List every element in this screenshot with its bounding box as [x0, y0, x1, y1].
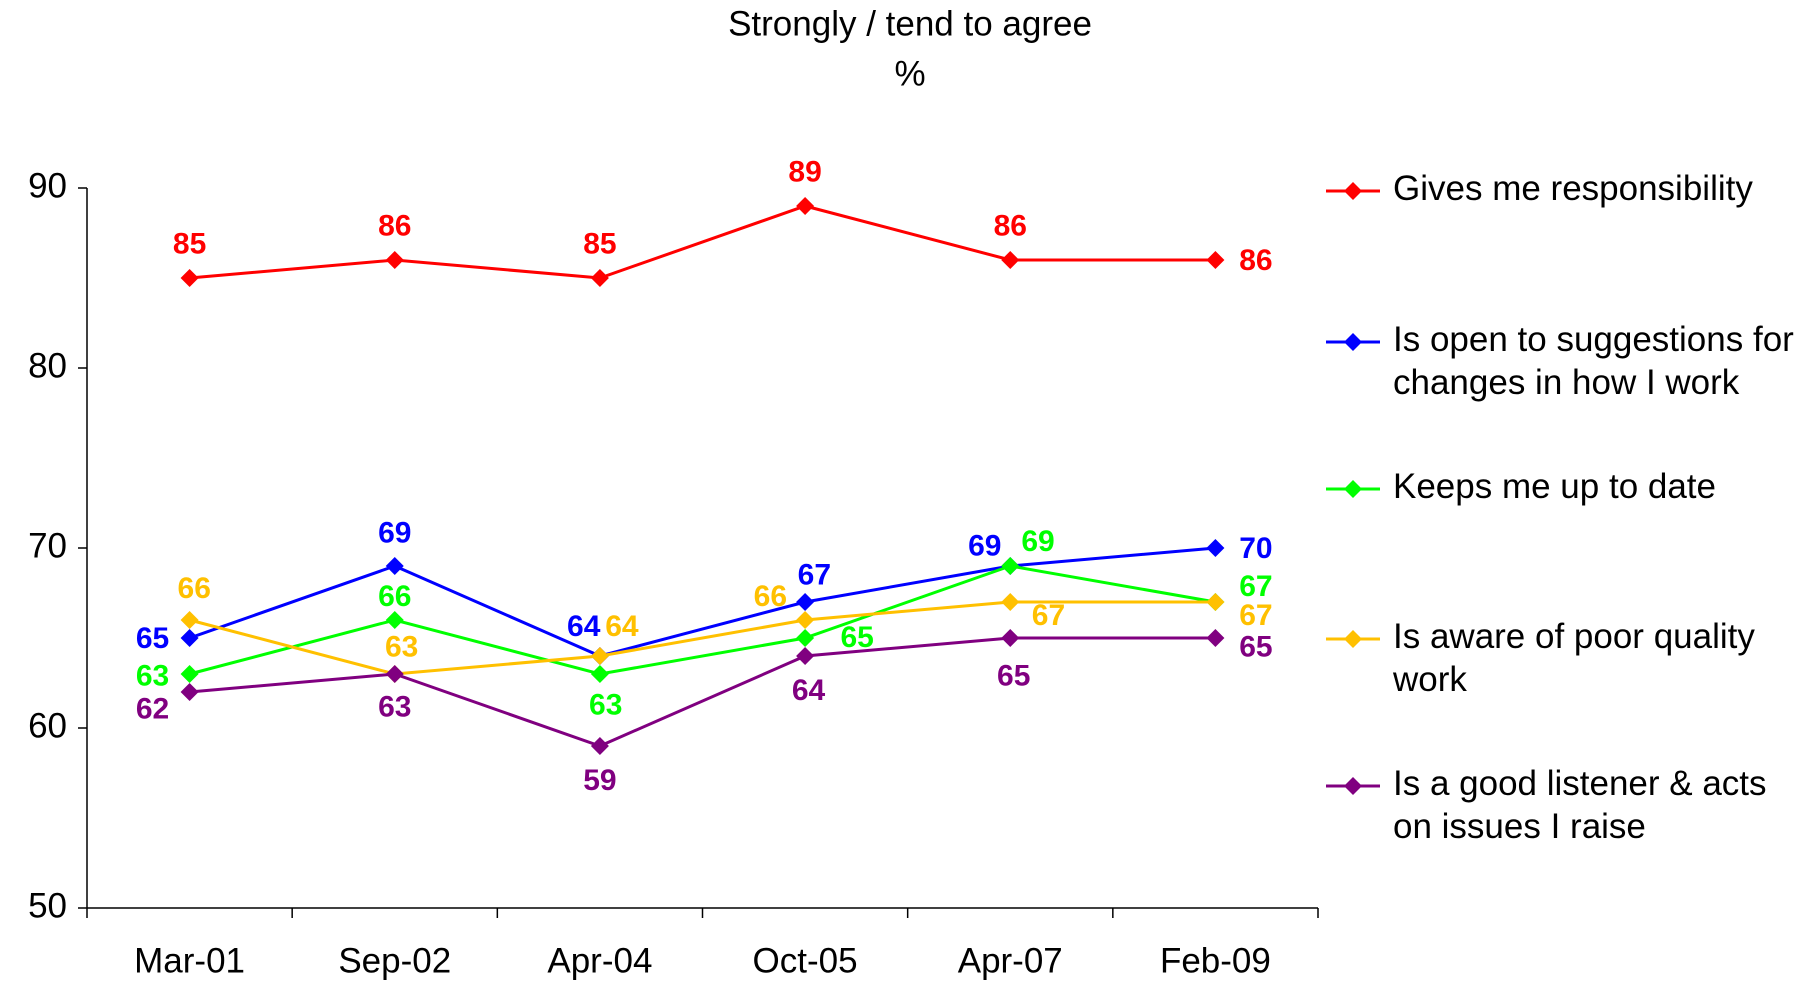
data-label: 85 — [173, 227, 206, 260]
marker — [385, 557, 404, 575]
data-label: 67 — [1032, 599, 1065, 632]
data-label: 65 — [997, 659, 1030, 692]
marker — [1001, 629, 1020, 647]
marker — [1206, 539, 1225, 557]
legend-line-text: Gives me responsibility — [1393, 169, 1753, 208]
y-tick-label: 80 — [28, 346, 67, 385]
marker — [1001, 251, 1020, 269]
data-label: 70 — [1239, 532, 1272, 565]
y-tick-label: 90 — [28, 166, 67, 205]
marker — [1001, 593, 1020, 611]
legend-line-text: work — [1392, 660, 1467, 699]
legend-line-text: Is aware of poor quality — [1393, 617, 1755, 656]
marker — [1206, 593, 1225, 611]
data-label: 69 — [378, 517, 411, 550]
series-line — [189, 204, 1216, 280]
legend-label: Keeps me up to date — [1393, 467, 1716, 506]
marker — [385, 251, 404, 269]
data-label: 66 — [378, 580, 411, 613]
data-label: 66 — [754, 580, 787, 613]
x-tick-label: Apr-07 — [958, 941, 1063, 980]
legend-label: Is open to suggestions for changes in how… — [1393, 320, 1794, 402]
legend-line-text: on issues I raise — [1393, 807, 1646, 846]
series-line — [189, 636, 1216, 748]
data-label: 69 — [1021, 525, 1054, 558]
data-label: 63 — [136, 659, 169, 692]
data-label: 69 — [968, 529, 1001, 562]
marker — [590, 269, 609, 287]
legend-label: Gives me responsibility — [1393, 169, 1753, 208]
marker — [796, 647, 815, 665]
legend-label: Is aware of poor quality work — [1392, 617, 1755, 699]
marker — [385, 611, 404, 629]
marker — [1206, 251, 1225, 269]
data-label: 86 — [378, 209, 411, 242]
legend-marker — [1344, 182, 1362, 200]
marker — [796, 197, 815, 215]
data-label: 67 — [1239, 599, 1272, 632]
y-tick-label: 50 — [28, 886, 67, 925]
marker — [385, 665, 404, 683]
chart-title: Strongly / tend to agree — [728, 4, 1092, 43]
data-label: 63 — [589, 688, 622, 721]
data-label: 65 — [136, 622, 169, 655]
data-label: 85 — [583, 227, 616, 260]
marker — [796, 629, 815, 647]
series-line — [189, 564, 1216, 676]
data-label: 86 — [994, 209, 1027, 242]
legend-marker — [1344, 630, 1362, 648]
data-label: 89 — [788, 155, 821, 188]
marker — [180, 683, 199, 701]
data-label: 64 — [605, 610, 639, 643]
marker — [796, 611, 815, 629]
x-tick-label: Oct-05 — [753, 941, 858, 980]
legend-label: Is a good listener & acts on issues I rai… — [1393, 764, 1767, 846]
legend-line-text: changes in how I work — [1393, 363, 1740, 402]
chart-subtitle: % — [894, 54, 925, 93]
data-label: 64 — [567, 610, 601, 643]
data-label: 66 — [178, 572, 211, 605]
data-label: 62 — [136, 692, 169, 725]
data-label: 65 — [1239, 630, 1272, 663]
series-line — [189, 546, 1216, 658]
data-label: 65 — [841, 621, 874, 654]
data-label: 67 — [1239, 570, 1272, 603]
data-label: 67 — [798, 558, 831, 591]
marker — [796, 593, 815, 611]
marker — [180, 611, 199, 629]
x-tick-label: Feb-09 — [1160, 941, 1271, 980]
data-label: 86 — [1239, 244, 1272, 277]
marker — [1206, 629, 1225, 647]
x-tick-label: Apr-04 — [547, 941, 652, 980]
marker — [590, 647, 609, 665]
y-tick-label: 60 — [28, 706, 67, 745]
legend-marker — [1344, 480, 1362, 498]
x-tick-label: Sep-02 — [338, 941, 451, 980]
legend-line-text: Is open to suggestions for — [1393, 320, 1794, 359]
marker — [1001, 557, 1020, 575]
series-line — [189, 600, 1216, 676]
data-label: 63 — [385, 630, 418, 663]
legend-line-text: Keeps me up to date — [1393, 467, 1716, 506]
marker — [180, 629, 199, 647]
marker — [180, 269, 199, 287]
marker — [590, 665, 609, 683]
legend-marker — [1344, 333, 1362, 351]
marker — [180, 665, 199, 683]
marker — [590, 737, 609, 755]
x-tick-label: Mar-01 — [134, 941, 245, 980]
data-label: 63 — [378, 691, 411, 724]
legend-marker — [1344, 777, 1362, 795]
data-label: 64 — [792, 674, 826, 707]
legend-line-text: Is a good listener & acts — [1393, 764, 1767, 803]
y-tick-label: 70 — [28, 526, 67, 565]
data-label: 59 — [583, 764, 616, 797]
